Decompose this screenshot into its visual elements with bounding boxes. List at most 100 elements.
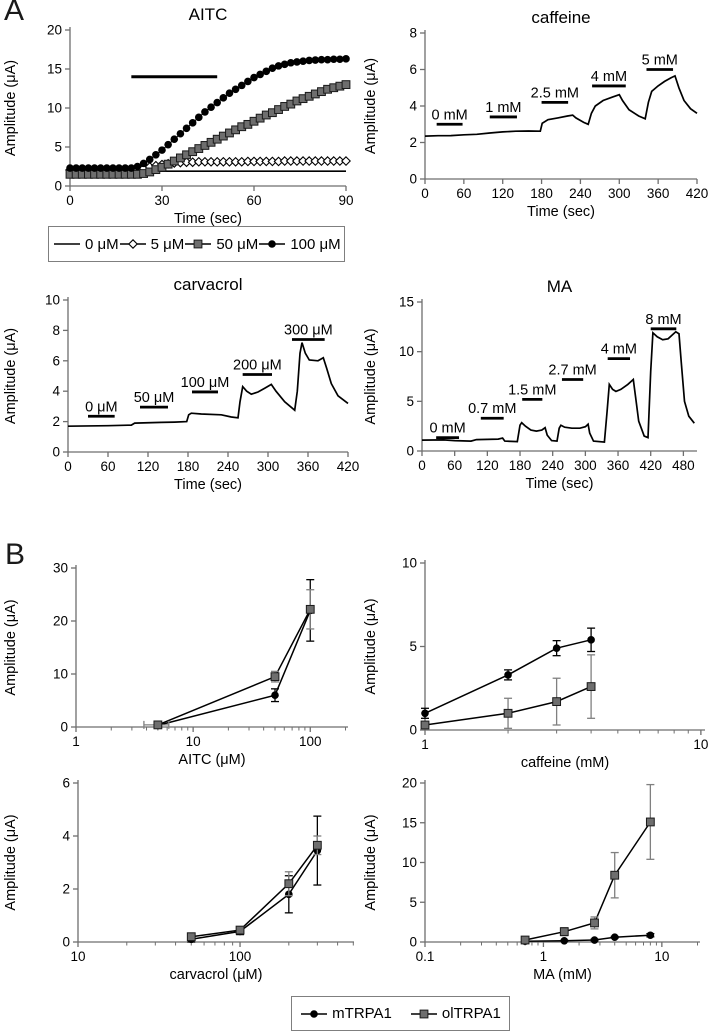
svg-text:100 μM: 100 μM (181, 375, 230, 391)
svg-text:1: 1 (72, 734, 80, 749)
svg-text:480: 480 (672, 458, 695, 473)
svg-text:2: 2 (409, 135, 417, 150)
svg-text:1: 1 (421, 737, 429, 752)
svg-text:0: 0 (62, 935, 70, 950)
svg-text:240: 240 (569, 186, 592, 201)
svg-text:10: 10 (399, 344, 414, 359)
circle-black-icon (259, 240, 286, 248)
svg-text:0 mM: 0 mM (431, 107, 467, 123)
svg-text:6: 6 (62, 776, 70, 791)
svg-text:0: 0 (409, 723, 417, 738)
legend-item-label: mTRPA1 (332, 1005, 392, 1022)
svg-text:5: 5 (409, 639, 417, 654)
carvacrol-dose-chart: 0 2 4 6 10 100 Amplitude (μA) carvacrol (μM) (3, 776, 354, 983)
svg-text:10: 10 (47, 101, 62, 116)
svg-text:8 mM: 8 mM (645, 312, 681, 328)
legend-item: 0 μM (53, 236, 119, 253)
svg-text:10: 10 (186, 734, 201, 749)
trpa1-series-legend: mTRPA1 olTRPA1 (291, 996, 510, 1031)
svg-text:5: 5 (406, 394, 414, 409)
svg-text:300: 300 (257, 459, 280, 474)
svg-text:360: 360 (607, 458, 630, 473)
svg-text:300 μM: 300 μM (284, 323, 333, 339)
svg-text:15: 15 (402, 815, 417, 830)
svg-text:420: 420 (337, 459, 360, 474)
svg-text:180: 180 (509, 458, 532, 473)
panel-b-label: B (5, 538, 26, 571)
legend-item: 5 μM (119, 235, 185, 253)
svg-text:360: 360 (647, 186, 670, 201)
square-gray-icon (185, 239, 212, 249)
svg-text:MA (mM): MA (mM) (533, 967, 592, 983)
svg-text:Time (sec): Time (sec) (174, 211, 242, 227)
svg-text:10: 10 (53, 667, 68, 682)
svg-text:1: 1 (540, 949, 548, 964)
svg-text:60: 60 (447, 458, 462, 473)
svg-text:60: 60 (456, 186, 471, 201)
svg-text:MA: MA (547, 277, 573, 296)
svg-text:2.5 mM: 2.5 mM (531, 85, 579, 101)
svg-text:0: 0 (52, 445, 60, 460)
svg-text:5 mM: 5 mM (642, 53, 678, 69)
svg-text:0: 0 (406, 444, 414, 459)
svg-text:Amplitude (μA): Amplitude (μA) (363, 598, 379, 694)
svg-text:50 μM: 50 μM (134, 390, 175, 406)
legend-item: 100 μM (258, 235, 341, 253)
svg-text:420: 420 (686, 186, 709, 201)
svg-text:Amplitude (μA): Amplitude (μA) (363, 58, 379, 154)
legend-item-label: 5 μM (150, 235, 185, 253)
svg-text:AITC (μM): AITC (μM) (178, 752, 245, 768)
svg-text:0: 0 (64, 459, 72, 474)
svg-text:caffeine (mM): caffeine (mM) (521, 755, 609, 771)
svg-text:1 mM: 1 mM (485, 100, 521, 116)
svg-text:180: 180 (530, 186, 553, 201)
svg-text:4: 4 (52, 384, 60, 399)
carvacrol-time-chart: 0 2 4 6 8 10 0 60 120 180 240 300 360 420 carvacrol Amp… (3, 275, 360, 493)
svg-text:15: 15 (399, 295, 414, 310)
svg-text:Amplitude (μA): Amplitude (μA) (3, 599, 19, 695)
svg-text:Amplitude (μA): Amplitude (μA) (363, 814, 379, 910)
svg-text:Amplitude (μA): Amplitude (μA) (363, 328, 379, 424)
svg-text:30: 30 (154, 193, 169, 208)
svg-text:Time (sec): Time (sec) (527, 204, 595, 220)
svg-text:4: 4 (62, 829, 70, 844)
svg-text:10: 10 (70, 949, 85, 964)
svg-text:8: 8 (52, 323, 60, 338)
ma-time-chart: 0 5 10 15 0 60 120 180 240 300 360 420 480 MA Amplitud… (363, 277, 697, 492)
svg-text:180: 180 (177, 459, 200, 474)
svg-text:caffeine: caffeine (531, 8, 590, 27)
svg-text:Amplitude (μA): Amplitude (μA) (3, 60, 19, 156)
legend-item-label: 100 μM (290, 235, 341, 253)
legend-item: 50 μM (184, 236, 258, 253)
svg-text:carvacrol (μM): carvacrol (μM) (170, 967, 263, 983)
svg-text:120: 120 (476, 458, 499, 473)
svg-text:Amplitude (μA): Amplitude (μA) (3, 328, 19, 424)
legend-item-label: 0 μM (85, 235, 119, 253)
svg-text:240: 240 (217, 459, 240, 474)
svg-text:AITC: AITC (189, 5, 228, 24)
svg-text:300: 300 (608, 186, 631, 201)
svg-text:6: 6 (409, 62, 417, 77)
legend-item: mTRPA1 (300, 1005, 392, 1022)
svg-text:20: 20 (47, 23, 62, 38)
svg-text:15: 15 (47, 62, 62, 77)
svg-text:120: 120 (491, 186, 514, 201)
caffeine-time-chart: 0 2 4 6 8 0 60 120 180 240 300 360 420 caffeine Amplit… (363, 8, 709, 220)
svg-text:0.7 mM: 0.7 mM (468, 401, 516, 417)
svg-text:6: 6 (52, 353, 60, 368)
svg-text:2.7 mM: 2.7 mM (548, 362, 596, 378)
svg-text:100: 100 (229, 949, 252, 964)
svg-text:2: 2 (52, 414, 60, 429)
panel-a-label: A (4, 0, 25, 27)
svg-text:90: 90 (338, 193, 353, 208)
legend-item-label: olTRPA1 (441, 1005, 501, 1022)
legend-item-label: 50 μM (216, 235, 259, 253)
svg-text:420: 420 (639, 458, 662, 473)
svg-text:120: 120 (137, 459, 160, 474)
svg-text:0 mM: 0 mM (429, 421, 465, 437)
svg-text:0.1: 0.1 (416, 949, 435, 964)
svg-text:5: 5 (409, 895, 417, 910)
svg-text:1.5 mM: 1.5 mM (508, 382, 556, 398)
svg-text:10: 10 (402, 855, 417, 870)
